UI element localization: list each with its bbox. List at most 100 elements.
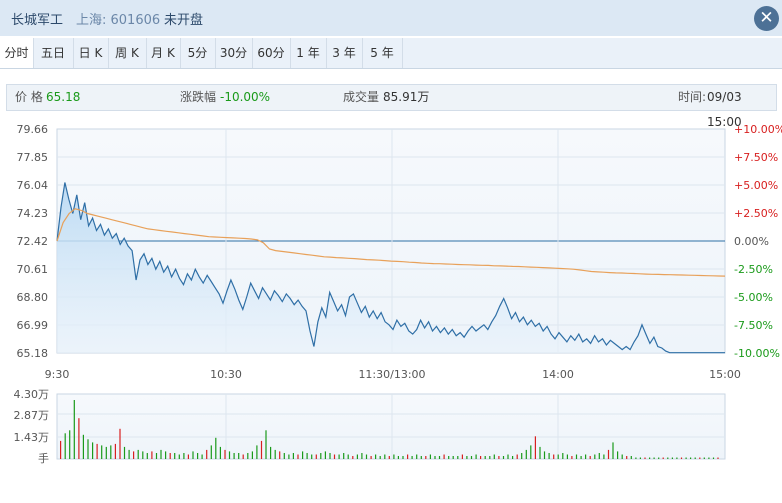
price-tick-label: 65.18: [17, 347, 49, 360]
volume-bar: [589, 456, 591, 459]
volume-bar: [270, 446, 272, 459]
volume-bar: [662, 457, 664, 459]
tab-5[interactable]: 5分: [180, 38, 216, 68]
volume-bar: [712, 457, 715, 459]
pct-tick-label: +2.50%: [734, 207, 778, 220]
price-tick-label: 70.61: [17, 263, 49, 276]
time-tick-label: 14:00: [542, 368, 574, 381]
tab-10[interactable]: 5 年: [362, 38, 403, 68]
volume-bar: [443, 454, 445, 459]
pct-tick-label: -5.00%: [734, 291, 773, 304]
time-tick-label: 10:30: [210, 368, 242, 381]
volume-bar: [279, 451, 281, 459]
pct-tick-label: +7.50%: [734, 151, 778, 164]
tab-9[interactable]: 3 年: [326, 38, 363, 68]
volume-bar: [699, 457, 701, 459]
volume-bar: [680, 457, 683, 459]
volume-bar: [425, 456, 427, 459]
price-line: [56, 182, 725, 354]
tab-3[interactable]: 周 K: [108, 38, 147, 68]
volume-bar: [73, 400, 75, 459]
volume-bar: [233, 453, 235, 459]
close-icon[interactable]: ✕: [754, 6, 779, 31]
volume-bar: [690, 457, 692, 459]
volume-bar: [461, 454, 463, 459]
pct-tick-label: 0.00%: [734, 235, 769, 248]
volume-bar: [311, 454, 313, 459]
volume-bar: [484, 456, 486, 459]
volume-bar: [375, 454, 377, 459]
tab-2[interactable]: 日 K: [73, 38, 109, 68]
volume-bar: [60, 440, 62, 459]
volume-bar: [256, 445, 258, 459]
volume-bar: [78, 418, 80, 459]
tab-7[interactable]: 60分: [252, 38, 291, 68]
volume-bar: [438, 456, 441, 459]
volume-bar: [525, 449, 527, 459]
volume-tick-label: 手: [38, 451, 49, 465]
volume-tick-label: 1.43万: [14, 431, 50, 444]
volume-bar: [265, 430, 267, 459]
volume-bar: [617, 451, 619, 459]
pct-tick-label: -7.50%: [734, 319, 773, 332]
volume-bar: [183, 453, 185, 459]
volume-bar: [137, 449, 139, 459]
volume-bar: [639, 457, 641, 459]
volume-bar: [452, 456, 454, 459]
price-tick-label: 77.85: [17, 151, 49, 164]
pct-tick-label: -2.50%: [734, 263, 773, 276]
tab-8[interactable]: 1 年: [290, 38, 327, 68]
volume-bar: [101, 445, 103, 459]
volume-bar: [667, 457, 669, 459]
volume-bar: [470, 456, 473, 459]
tab-1[interactable]: 五日: [33, 38, 74, 68]
volume-bar: [626, 456, 628, 459]
volume-bar: [594, 454, 596, 459]
volume-bar: [169, 453, 171, 459]
volume-bar: [292, 453, 294, 459]
price-tick-label: 74.23: [17, 207, 49, 220]
volume-bar: [288, 454, 290, 459]
volume-bar: [96, 443, 98, 459]
volume-bar: [566, 454, 568, 459]
volume-bar: [105, 446, 107, 459]
tab-0[interactable]: 分时: [0, 38, 34, 68]
volume-bar: [480, 456, 482, 459]
volume-bar: [119, 428, 121, 459]
volume-bar: [343, 453, 345, 459]
volume-bar: [562, 453, 564, 459]
volume-bar: [133, 451, 135, 459]
price-tick-label: 66.99: [17, 319, 49, 332]
volume-bar: [475, 454, 477, 459]
volume-bar: [201, 454, 203, 459]
pct-tick-label: +5.00%: [734, 179, 778, 192]
volume-bar: [361, 453, 363, 459]
volume-bar: [197, 453, 199, 459]
price-area: [57, 182, 725, 353]
stock-name: 长城军工: [11, 13, 64, 28]
price-tick-label: 79.66: [17, 123, 49, 136]
volume-bar: [407, 454, 409, 459]
volume-bar: [612, 442, 614, 459]
volume-bar: [69, 430, 71, 459]
volume-bar: [160, 449, 162, 459]
volume-bar: [302, 451, 304, 459]
volume-bar: [224, 449, 226, 459]
volume-bar: [621, 454, 623, 459]
volume-bar: [64, 433, 66, 459]
volume-bar: [416, 454, 418, 459]
volume-bar: [644, 457, 646, 459]
time-value: 09/03 15:00: [707, 90, 742, 129]
pct-tick-label: -10.00%: [734, 347, 780, 360]
volume-bar: [365, 454, 368, 459]
tab-6[interactable]: 30分: [215, 38, 253, 68]
price-tick-label: 76.04: [17, 179, 49, 192]
volume-tick-label: 4.30万: [14, 388, 50, 401]
volume-bar: [110, 445, 112, 459]
volume-value: 85.91万: [383, 90, 430, 104]
volume-bar: [635, 457, 637, 459]
volume-bar: [206, 449, 208, 459]
tab-4[interactable]: 月 K: [146, 38, 181, 68]
